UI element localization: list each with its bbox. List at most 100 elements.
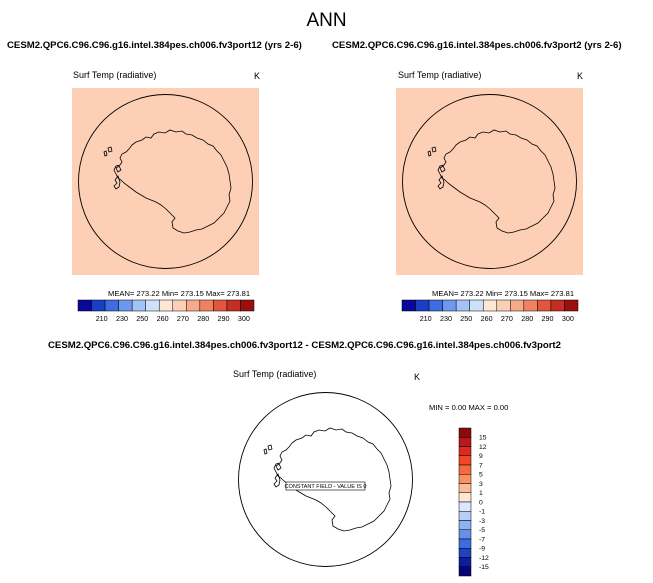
left-map-boundary-circle xyxy=(78,94,253,269)
constant-field-annotation: CONSTANT FIELD - VALUE IS 0 xyxy=(284,484,366,490)
diff-colorbar-tick-label: -12 xyxy=(479,555,489,562)
colorbar-cell xyxy=(455,299,470,312)
right-case-title: CESM2.QPC6.C96.C96.g16.intel.384pes.ch00… xyxy=(332,40,622,51)
diff-colorbar: 15 12 9 7 5 3 1 0 -1 -3 -5 -7 -9 -12 -15 xyxy=(458,427,489,577)
diff-colorbar-cell xyxy=(458,566,472,577)
colorbar-tick-label: 270 xyxy=(177,314,189,323)
diff-colorbar-cell xyxy=(458,557,472,567)
diff-colorbar-cell xyxy=(458,529,472,540)
diff-antarctica-coastline xyxy=(263,427,392,532)
diff-colorbar-tick-label: -1 xyxy=(479,509,485,516)
colorbar-tick-label: 270 xyxy=(501,314,513,323)
diff-colorbar-tick-label: 9 xyxy=(479,453,483,460)
diff-colorbar-tick-label: -3 xyxy=(479,518,485,525)
colorbar-cell xyxy=(172,299,187,312)
right-antarctica-coastline xyxy=(427,129,556,234)
colorbar-cell xyxy=(482,299,498,312)
diff-colorbar-cell xyxy=(458,446,472,456)
diff-units-label: K xyxy=(414,372,421,382)
colorbar-cell xyxy=(91,299,106,312)
right-stats: MEAN= 273.22 Min= 273.15 Max= 273.81 xyxy=(432,289,575,298)
diff-variable-label: Surf Temp (radiative) xyxy=(233,369,317,379)
colorbar-cell xyxy=(401,299,416,312)
colorbar-tick-label: 210 xyxy=(96,314,108,323)
colorbar-cell xyxy=(510,299,525,312)
diff-colorbar-tick-label: -9 xyxy=(479,546,485,553)
colorbar-cell xyxy=(523,299,538,312)
diff-colorbar-cell xyxy=(458,455,472,466)
left-colorbar-cells xyxy=(77,299,255,312)
right-map-field xyxy=(396,88,583,275)
colorbar-cell xyxy=(550,299,565,312)
colorbar-cell xyxy=(442,299,457,312)
left-variable-label: Surf Temp (radiative) xyxy=(73,70,157,80)
diff-colorbar-cell xyxy=(458,474,472,484)
right-map-boundary-circle xyxy=(402,94,577,269)
left-map-field xyxy=(72,88,259,275)
left-polar-map xyxy=(72,88,259,275)
colorbar-cell xyxy=(415,299,430,312)
constant-field-box xyxy=(285,481,366,491)
colorbar-cell xyxy=(104,299,119,312)
colorbar-cell xyxy=(537,299,552,312)
right-polar-map xyxy=(396,88,583,275)
right-colorbar-cells xyxy=(401,299,579,312)
diff-colorbar-cell xyxy=(458,511,472,521)
colorbar-tick-label: 290 xyxy=(218,314,230,323)
diff-colorbar-cells xyxy=(458,427,472,577)
colorbar-tick-label: 260 xyxy=(481,314,493,323)
diff-colorbar-tick-label: 7 xyxy=(479,462,483,469)
diff-polar-map: CONSTANT FIELD - VALUE IS 0 xyxy=(238,392,413,567)
colorbar-tick-label: 280 xyxy=(197,314,209,323)
diff-colorbar-cell xyxy=(458,492,472,503)
colorbar-cell xyxy=(240,299,255,312)
diff-colorbar-cell xyxy=(458,464,472,475)
colorbar-cell xyxy=(186,299,201,312)
colorbar-tick-label: 250 xyxy=(460,314,472,323)
diff-colorbar-labels: 15 12 9 7 5 3 1 0 -1 -3 -5 -7 -9 -12 -15 xyxy=(479,435,489,572)
diff-colorbar-cell xyxy=(458,427,472,438)
colorbar-tick-label: 230 xyxy=(116,314,128,323)
colorbar-tick-label: 300 xyxy=(238,314,250,323)
colorbar-cell xyxy=(226,299,241,312)
page-title: ANN xyxy=(306,10,347,31)
diff-map-boundary-circle xyxy=(238,392,413,567)
left-units-label: K xyxy=(254,71,261,81)
colorbar-tick-label: 260 xyxy=(157,314,169,323)
colorbar-tick-label: 250 xyxy=(136,314,148,323)
diff-colorbar-tick-label: 15 xyxy=(479,435,487,442)
colorbar-cell xyxy=(158,299,174,312)
colorbar-cell xyxy=(213,299,228,312)
colorbar-cell xyxy=(469,299,484,312)
diff-colorbar-cell xyxy=(458,483,472,493)
colorbar-cell xyxy=(496,299,511,312)
colorbar-cell xyxy=(77,299,92,312)
right-colorbar-labels: 210 230 250 260 270 280 290 300 xyxy=(420,314,574,323)
right-variable-label: Surf Temp (radiative) xyxy=(398,70,482,80)
right-units-label: K xyxy=(577,71,584,81)
diff-colorbar-tick-label: 5 xyxy=(479,472,483,479)
diff-colorbar-cell xyxy=(458,538,472,549)
colorbar-tick-label: 280 xyxy=(521,314,533,323)
left-colorbar-labels: 210 230 250 260 270 280 290 300 xyxy=(96,314,250,323)
colorbar-cell xyxy=(564,299,579,312)
colorbar-cell xyxy=(131,299,146,312)
left-case-title: CESM2.QPC6.C96.C96.g16.intel.384pes.ch00… xyxy=(7,40,302,51)
diff-colorbar-tick-label: 12 xyxy=(479,444,487,451)
diff-colorbar-cell xyxy=(458,437,472,447)
diff-colorbar-tick-label: 1 xyxy=(479,490,483,497)
diff-colorbar-cell xyxy=(458,548,472,558)
colorbar-cell xyxy=(199,299,214,312)
colorbar-cell xyxy=(145,299,160,312)
diff-colorbar-tick-label: -7 xyxy=(479,536,485,543)
diff-colorbar-cell xyxy=(458,501,472,512)
colorbar-tick-label: 300 xyxy=(562,314,574,323)
colorbar-cell xyxy=(428,299,443,312)
diff-colorbar-tick-label: 0 xyxy=(479,499,483,506)
left-antarctica-coastline xyxy=(103,129,232,234)
colorbar-cell xyxy=(118,299,133,312)
diff-colorbar-cell xyxy=(458,520,472,530)
diff-colorbar-tick-label: -5 xyxy=(479,527,485,534)
right-colorbar: 210 230 250 260 270 280 290 300 xyxy=(401,299,579,323)
diff-colorbar-tick-label: 3 xyxy=(479,481,483,488)
